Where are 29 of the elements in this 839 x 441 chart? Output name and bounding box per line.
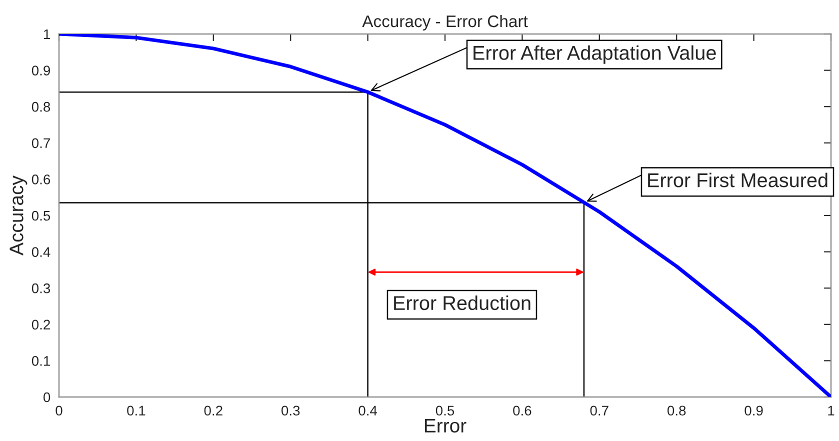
x-axis-title: Error	[424, 418, 466, 433]
x-tick-label: 0.4	[358, 406, 378, 416]
x-tick-label: 0.7	[590, 406, 608, 416]
annotation: Error After Adaptation Value	[474, 45, 716, 64]
line-series	[59, 34, 831, 397]
x-tick-label: 0.1	[127, 406, 146, 416]
chart-title: Accuracy - Error Chart	[362, 14, 528, 31]
x-tick-label: 0.9	[744, 406, 763, 416]
x-tick-label: 0	[56, 406, 62, 416]
y-tick-label: 0.4	[32, 247, 50, 257]
y-tick-label: 0.3	[32, 283, 50, 294]
y-axis-title: Accuracy	[10, 176, 28, 256]
x-tick-label: 0.2	[204, 406, 222, 416]
y-tick-label: 1	[44, 29, 50, 40]
y-tick-label: 0.6	[32, 174, 50, 184]
x-tick-label: 0.8	[667, 406, 686, 416]
y-tick-label: 0.2	[32, 320, 50, 330]
x-tick-label: 0.3	[281, 406, 300, 416]
annotation: Error Reduction	[394, 296, 530, 310]
annotation: Error First Measured	[648, 172, 828, 188]
y-tick-label: 0	[43, 392, 50, 402]
y-tick-label: 0.9	[32, 66, 50, 76]
x-tick-label: 0.6	[513, 406, 532, 416]
x-tick-label: 1	[828, 406, 834, 416]
x-tick-label: 0.5	[436, 406, 454, 416]
y-tick-label: 0.1	[32, 356, 50, 366]
y-tick-label: 0.7	[32, 138, 50, 148]
y-tick-label: 0.8	[32, 102, 50, 112]
y-tick-label: 0.5	[32, 210, 50, 221]
